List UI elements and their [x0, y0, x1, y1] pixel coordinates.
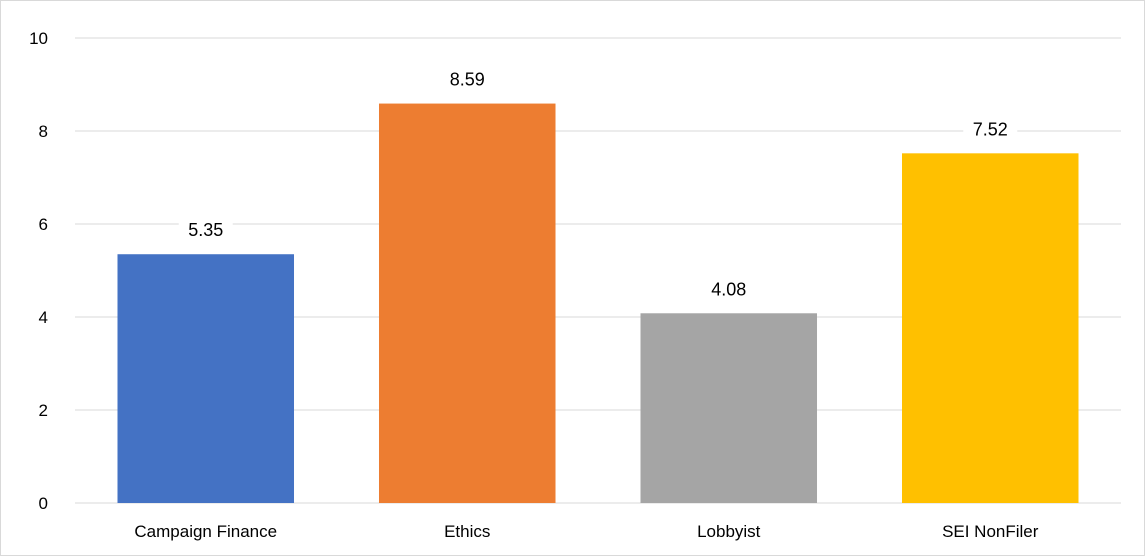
- data-label-background: [963, 117, 1018, 142]
- x-axis-category-labels: Campaign Finance Ethics Lobbyist SEI NonFil…: [134, 522, 1038, 541]
- data-label-background: [701, 277, 756, 302]
- data-label-background: [178, 218, 233, 243]
- y-axis-tick-labels: 0 2 4 6 8 10: [29, 29, 48, 513]
- bar-sei-nonfiler: [901, 153, 1079, 503]
- data-label: 4.08: [711, 279, 746, 299]
- bar-lobbyist: [640, 313, 818, 503]
- y-tick-label: 6: [39, 215, 48, 234]
- y-tick-label: 4: [39, 308, 48, 327]
- bars: [117, 103, 1079, 503]
- bar-ethics: [378, 103, 556, 503]
- y-tick-label: 0: [39, 494, 48, 513]
- data-label: 8.59: [450, 70, 485, 90]
- y-tick-label: 2: [39, 401, 48, 420]
- category-label: Campaign Finance: [134, 522, 277, 541]
- y-tick-label: 8: [39, 122, 48, 141]
- y-tick-label: 10: [29, 29, 48, 48]
- data-label: 7.52: [973, 119, 1008, 139]
- category-label: Ethics: [444, 522, 490, 541]
- category-label: Lobbyist: [697, 522, 761, 541]
- data-label: 5.35: [188, 220, 223, 240]
- data-label-background: [440, 67, 495, 92]
- category-label: SEI NonFiler: [942, 522, 1039, 541]
- bar-campaign-finance: [117, 254, 295, 503]
- data-labels: 5.35 8.59 4.08 7.52: [178, 67, 1018, 302]
